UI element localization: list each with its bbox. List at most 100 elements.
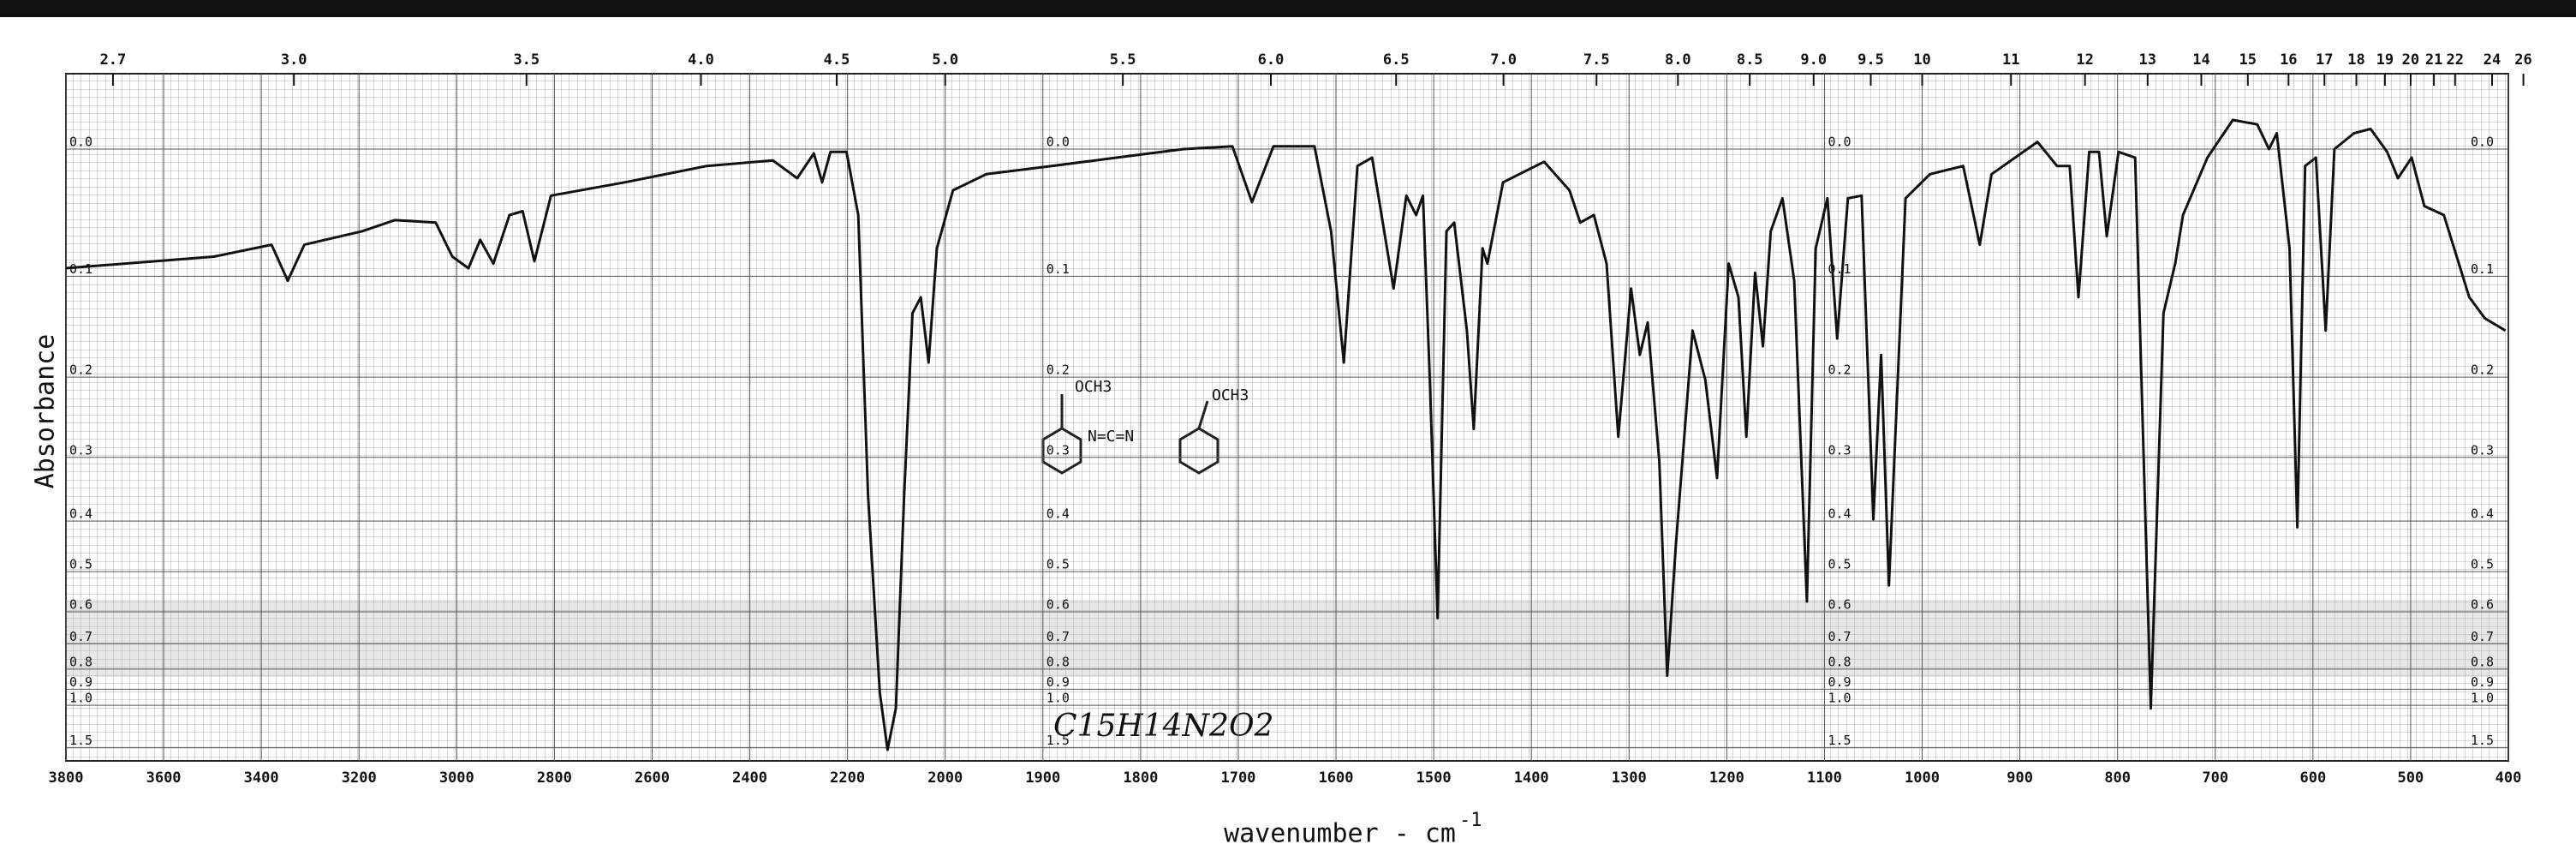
x-tick-label: 1300: [1612, 769, 1647, 787]
top-tick-label: 20: [2402, 51, 2419, 69]
top-tick-label: 7.0: [1490, 51, 1517, 69]
top-tick-label: 18: [2347, 51, 2364, 69]
top-tick-label: 10: [1913, 51, 1930, 69]
top-tick-label: 6.5: [1383, 51, 1410, 69]
y-tick-label: 0.3: [1046, 442, 1070, 458]
top-tick-label: 26: [2514, 51, 2531, 69]
x-tick-label: 3800: [49, 769, 84, 787]
top-tick-label: 9.5: [1857, 51, 1884, 69]
y-tick-label: 0.6: [69, 597, 92, 613]
y-tick-label: 0.7: [69, 629, 92, 644]
top-tick-label: 7.5: [1583, 51, 1610, 69]
y-tick-label: 0.0: [2471, 135, 2494, 150]
x-tick-label: 3600: [146, 769, 182, 787]
y-tick-label: 1.5: [1046, 733, 1070, 748]
x-tick-label: 2200: [830, 769, 865, 787]
top-tick-label: 22: [2447, 51, 2464, 69]
x-tick-label: 1600: [1319, 769, 1354, 787]
y-tick-label: 0.2: [1828, 362, 1851, 378]
y-tick-label: 0.5: [2471, 557, 2494, 572]
x-tick-label: 2000: [927, 769, 963, 787]
y-tick-label: 0.0: [69, 135, 92, 150]
y-tick-label: 0.8: [1046, 654, 1070, 669]
y-tick-label: 0.8: [1828, 654, 1851, 669]
shaded-band: [66, 600, 2508, 677]
x-tick-label: 1400: [1514, 769, 1549, 787]
x-tick-label: 1700: [1220, 769, 1255, 787]
y-tick-label: 0.2: [69, 362, 92, 378]
y-tick-label: 0.1: [1046, 261, 1070, 277]
x-tick-label: 1900: [1025, 769, 1060, 787]
x-tick-label: 2400: [732, 769, 767, 787]
top-tick-label: 17: [2316, 51, 2333, 69]
top-tick-label: 4.5: [824, 51, 850, 69]
x-tick-label: 3000: [439, 769, 474, 787]
y-tick-label: 0.5: [1828, 557, 1851, 572]
y-tick-label: 0.3: [69, 442, 92, 458]
y-tick-label: 1.0: [1046, 691, 1070, 706]
x-tick-label: 1800: [1123, 769, 1158, 787]
y-tick-label: 0.0: [1828, 135, 1851, 150]
x-tick-label: 800: [2104, 769, 2131, 787]
bond: [1197, 400, 1209, 429]
top-tick-label: 8.5: [1737, 51, 1763, 69]
y-tick-label: 0.3: [2471, 442, 2494, 458]
x-axis-label: wavenumber - cm: [1224, 819, 1456, 849]
y-tick-label: 0.6: [2471, 597, 2494, 613]
y-tick-label: 0.7: [1828, 629, 1851, 644]
top-tick-label: 5.0: [932, 51, 958, 69]
y-tick-label: 1.0: [2471, 691, 2494, 706]
top-tick-label: 9.0: [1800, 51, 1827, 69]
top-tick-label: 5.5: [1110, 51, 1136, 69]
top-tick-label: 14: [2192, 51, 2209, 69]
ring: [1178, 427, 1219, 475]
top-tick-label: 6.0: [1258, 51, 1285, 69]
x-tick-label: 3200: [342, 769, 377, 787]
y-tick-label: 0.6: [1828, 597, 1851, 613]
top-bar: [0, 0, 2576, 17]
y-tick-label: 0.9: [2471, 674, 2494, 690]
y-tick-label: 0.1: [2471, 261, 2494, 277]
top-tick-label: 13: [2139, 51, 2156, 69]
top-tick-label: 12: [2076, 51, 2093, 69]
x-tick-label: 2600: [635, 769, 670, 787]
top-tick-label: 3.0: [281, 51, 307, 69]
y-tick-label: 0.2: [2471, 362, 2494, 378]
top-tick-label: 3.5: [513, 51, 540, 69]
y-tick-label: 1.5: [69, 733, 92, 748]
y-tick-label: 1.0: [69, 691, 92, 706]
structure-label: OCH3: [1212, 386, 1249, 404]
top-tick-label: 19: [2376, 51, 2394, 69]
y-tick-label: 0.3: [1828, 442, 1851, 458]
top-tick-label: 21: [2425, 51, 2442, 69]
y-tick-label: 0.7: [2471, 629, 2494, 644]
y-tick-label: 0.4: [1828, 506, 1851, 522]
y-tick-label: 0.5: [1046, 557, 1070, 572]
top-tick-label: 8.0: [1665, 51, 1691, 69]
top-tick-label: 16: [2280, 51, 2297, 69]
x-tick-label: 1200: [1709, 769, 1744, 787]
y-tick-label: 0.7: [1046, 629, 1070, 644]
x-tick-label: 600: [2299, 769, 2326, 787]
x-tick-label: 500: [2398, 769, 2424, 787]
x-axis-label-exponent: -1: [1459, 810, 1482, 831]
y-tick-label: 0.4: [2471, 506, 2494, 522]
top-tick-label: 15: [2239, 51, 2257, 69]
y-tick-label: 0.9: [69, 674, 92, 690]
top-tick-label: 4.0: [688, 51, 714, 69]
y-tick-label: 1.5: [2471, 733, 2494, 748]
formula-annotation: C15H14N2O2: [1053, 709, 1273, 744]
structure-label: OCH3: [1075, 378, 1112, 396]
y-tick-label: 0.5: [69, 557, 92, 572]
spectrum-line: [65, 118, 2507, 751]
y-axis-label: Absorbance: [31, 334, 61, 489]
y-tick-label: 0.6: [1046, 597, 1070, 613]
y-tick-label: 0.4: [1046, 506, 1070, 522]
y-tick-label: 0.9: [1828, 674, 1851, 690]
top-tick-label: 24: [2484, 51, 2501, 69]
y-tick-label: 0.8: [69, 654, 92, 669]
x-tick-label: 1000: [1905, 769, 1940, 787]
x-tick-label: 1500: [1416, 769, 1452, 787]
y-tick-label: 0.0: [1046, 135, 1070, 150]
